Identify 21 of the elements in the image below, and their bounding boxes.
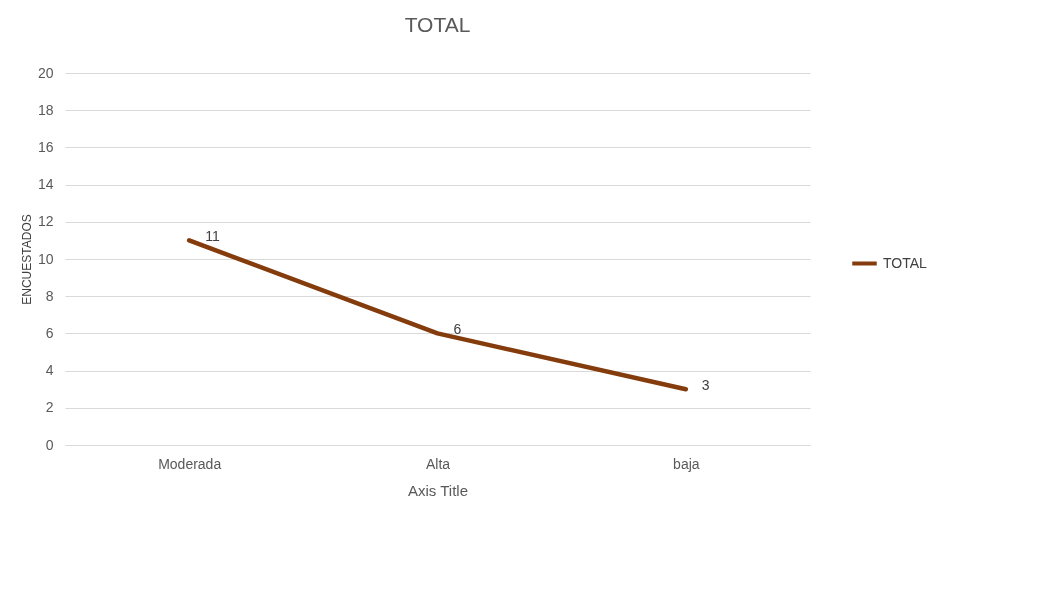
- y-tick-label: 6: [45, 324, 54, 341]
- y-tick-label: 10: [37, 250, 54, 267]
- x-tick-label: baja: [673, 455, 700, 472]
- y-tick-label: 14: [37, 176, 54, 193]
- x-axis-title: Axis Title: [407, 481, 469, 499]
- y-tick-label: 0: [45, 436, 54, 453]
- legend-label: TOTAL: [883, 254, 928, 271]
- y-tick-label: 8: [45, 287, 54, 304]
- chart-title: TOTAL: [404, 13, 471, 36]
- x-tick-label: Alta: [425, 455, 451, 472]
- y-tick-label: 4: [45, 362, 54, 379]
- data-label: 11: [205, 228, 220, 245]
- y-tick-label: 12: [37, 213, 54, 230]
- x-tick-label: Moderada: [158, 455, 222, 472]
- data-label: 6: [453, 321, 462, 338]
- y-tick-label: 16: [37, 138, 54, 155]
- y-axis-title: ENCUESTADOS: [19, 214, 34, 305]
- y-tick-label: 2: [45, 399, 54, 416]
- data-label: 3: [701, 377, 710, 394]
- y-tick-label: 18: [37, 101, 54, 118]
- y-tick-label: 20: [37, 64, 54, 81]
